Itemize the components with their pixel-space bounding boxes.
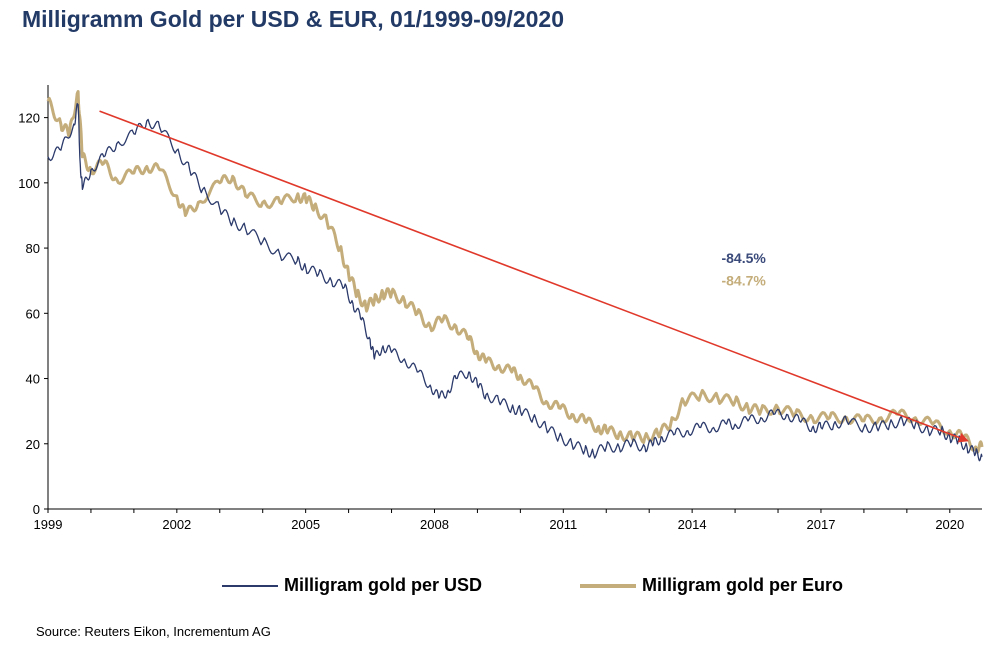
legend-item-eur: Milligram gold per Euro [580, 575, 843, 596]
series-line-eur [46, 90, 984, 454]
annotation-usd-change: -84.5% [721, 250, 766, 266]
chart-overlay: -84.5% -84.7% [99, 110, 969, 443]
chart-axes: 0 20 40 60 80 100 120 1999 2002 2005 2008 2011 2014 2… [18, 85, 982, 532]
x-tick-label: 2017 [807, 517, 836, 532]
chart-title: Milligramm Gold per USD & EUR, 01/1999-0… [22, 6, 564, 32]
line-chart: 0 20 40 60 80 100 120 1999 2002 2005 2008 2011 2014 2… [18, 85, 984, 532]
y-tick-label: 120 [18, 111, 40, 126]
chart-legend: Milligram gold per USD Milligram gold pe… [0, 575, 994, 601]
legend-swatch-usd [222, 584, 278, 587]
y-tick-label: 0 [33, 502, 40, 517]
x-tick-label: 2014 [678, 517, 707, 532]
x-tick-label: 2002 [162, 517, 191, 532]
y-tick-label: 80 [26, 241, 40, 256]
source-note: Source: Reuters Eikon, Incrementum AG [36, 624, 271, 639]
x-tick-label: 2008 [420, 517, 449, 532]
x-tick-label: 2005 [291, 517, 320, 532]
legend-label-eur: Milligram gold per Euro [642, 575, 844, 595]
y-tick-label: 40 [26, 372, 40, 387]
legend-label-usd: Milligram gold per USD [284, 575, 483, 595]
x-tick-label: 1999 [34, 517, 63, 532]
chart-series [46, 90, 984, 462]
y-tick-label: 100 [18, 176, 40, 191]
y-tick-label: 60 [26, 306, 40, 321]
y-tick-label: 20 [26, 437, 40, 452]
x-tick-label: 2011 [549, 517, 577, 532]
legend-item-usd: Milligram gold per USD [222, 575, 482, 596]
x-tick-label: 2020 [935, 517, 964, 532]
annotation-eur-change: -84.7% [721, 273, 766, 289]
series-line-usd [47, 103, 983, 462]
legend-swatch-eur [580, 583, 636, 588]
trend-arrow [99, 110, 969, 443]
